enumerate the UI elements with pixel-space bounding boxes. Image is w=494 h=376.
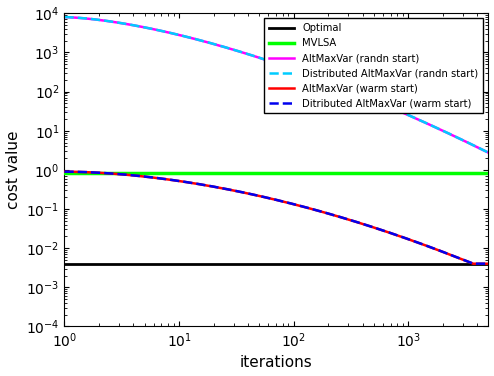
AltMaxVar (warm start) — [452, 254, 457, 259]
Ditributed AltMaxVar (warm start) — [263, 195, 269, 200]
AltMaxVar (randn start) — [486, 150, 492, 155]
Distributed AltMaxVar (randn start) — [263, 58, 269, 62]
Ditributed AltMaxVar (warm start) — [62, 169, 68, 174]
Ditributed AltMaxVar (warm start) — [243, 191, 249, 195]
Ditributed AltMaxVar (warm start) — [470, 261, 476, 266]
Distributed AltMaxVar (randn start) — [452, 134, 457, 138]
MVLSA — [62, 170, 68, 175]
Ditributed AltMaxVar (warm start) — [473, 261, 479, 266]
AltMaxVar (randn start) — [370, 97, 375, 102]
Legend: Optimal, MVLSA, AltMaxVar (randn start), Distributed AltMaxVar (randn start), Al: Optimal, MVLSA, AltMaxVar (randn start),… — [264, 18, 484, 113]
AltMaxVar (warm start) — [62, 170, 68, 174]
AltMaxVar (randn start) — [452, 134, 457, 138]
AltMaxVar (warm start) — [473, 261, 479, 266]
AltMaxVar (warm start) — [263, 195, 269, 200]
AltMaxVar (warm start) — [486, 261, 492, 266]
Line: AltMaxVar (warm start): AltMaxVar (warm start) — [65, 172, 489, 264]
AltMaxVar (randn start) — [243, 51, 249, 56]
Ditributed AltMaxVar (warm start) — [370, 225, 375, 229]
Optimal — [62, 261, 68, 266]
Line: Ditributed AltMaxVar (warm start): Ditributed AltMaxVar (warm start) — [65, 171, 489, 264]
Line: AltMaxVar (randn start): AltMaxVar (randn start) — [65, 17, 489, 153]
Ditributed AltMaxVar (warm start) — [452, 254, 457, 259]
Distributed AltMaxVar (randn start) — [240, 50, 246, 55]
Line: Distributed AltMaxVar (randn start): Distributed AltMaxVar (randn start) — [65, 17, 489, 153]
AltMaxVar (randn start) — [62, 15, 68, 20]
Distributed AltMaxVar (randn start) — [370, 97, 375, 102]
X-axis label: iterations: iterations — [240, 355, 313, 370]
Y-axis label: cost value: cost value — [5, 130, 21, 209]
AltMaxVar (warm start) — [243, 191, 249, 195]
AltMaxVar (randn start) — [472, 144, 478, 149]
Distributed AltMaxVar (randn start) — [486, 150, 492, 155]
AltMaxVar (randn start) — [263, 58, 269, 62]
AltMaxVar (warm start) — [370, 225, 375, 229]
AltMaxVar (warm start) — [240, 190, 246, 195]
AltMaxVar (randn start) — [240, 50, 246, 55]
Distributed AltMaxVar (randn start) — [472, 144, 478, 149]
Ditributed AltMaxVar (warm start) — [486, 261, 492, 266]
Distributed AltMaxVar (randn start) — [243, 51, 249, 56]
AltMaxVar (warm start) — [470, 261, 476, 266]
Distributed AltMaxVar (randn start) — [62, 15, 68, 19]
Ditributed AltMaxVar (warm start) — [240, 190, 246, 194]
